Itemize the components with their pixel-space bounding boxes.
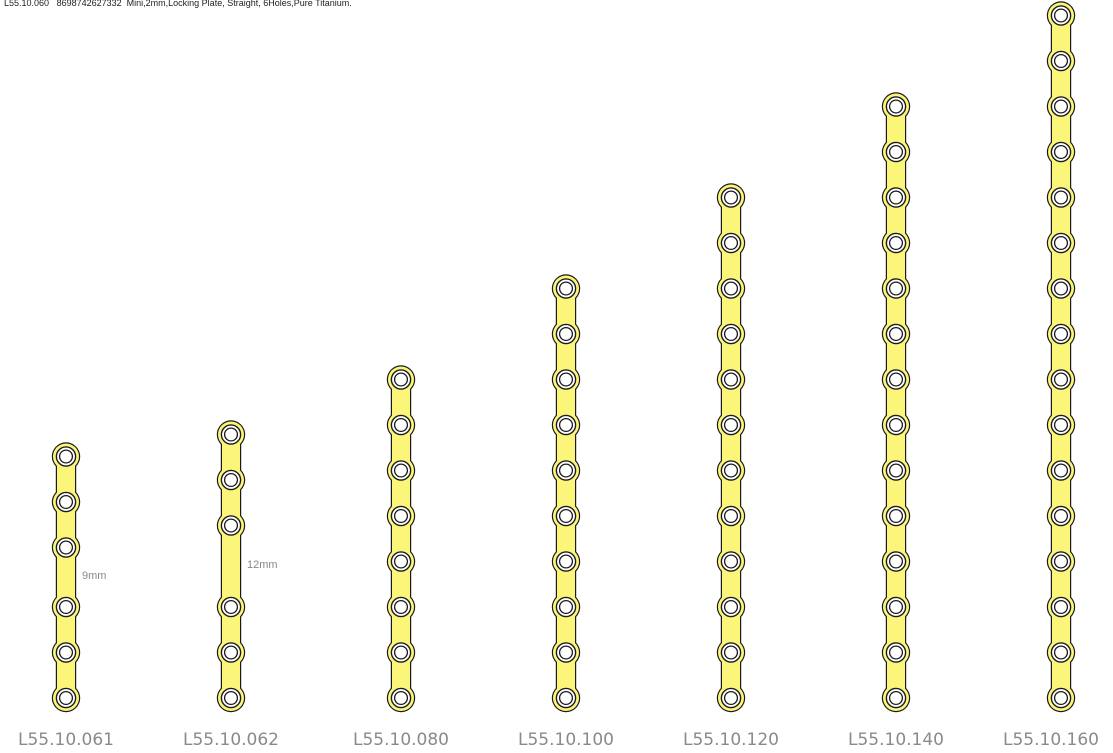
gap-dimension-label: 12mm — [247, 559, 278, 572]
screw-hole — [220, 515, 242, 536]
screw-hole — [720, 687, 742, 709]
screw-hole — [55, 687, 77, 709]
screw-hole — [885, 505, 907, 527]
screw-hole — [220, 469, 242, 491]
screw-hole — [885, 141, 907, 163]
screw-hole — [1050, 323, 1072, 345]
screw-hole — [220, 596, 242, 618]
header-barcode: 8698742627332 — [56, 0, 122, 8]
screw-hole — [555, 687, 577, 709]
header-line: L55.10.060 8698742627332 Mini,2mm,Lockin… — [4, 0, 352, 8]
screw-hole — [1050, 232, 1072, 254]
screw-hole — [720, 460, 742, 481]
screw-hole — [390, 460, 412, 481]
screw-hole — [555, 596, 577, 618]
screw-hole — [55, 596, 77, 618]
screw-hole — [390, 642, 412, 663]
screw-hole — [885, 551, 907, 572]
screw-hole — [720, 232, 742, 254]
screw-hole — [390, 369, 412, 390]
screw-hole — [885, 414, 907, 436]
screw-hole — [720, 369, 742, 390]
screw-hole — [555, 278, 577, 299]
screw-hole — [885, 460, 907, 481]
plate-code-label: L55.10.120 — [683, 730, 779, 750]
screw-hole — [220, 642, 242, 663]
plate-L55.10.062 — [216, 420, 246, 713]
screw-hole — [555, 323, 577, 345]
screw-hole — [220, 424, 242, 445]
screw-hole — [1050, 596, 1072, 618]
screw-hole — [390, 505, 412, 527]
screw-hole — [390, 596, 412, 618]
screw-hole — [390, 414, 412, 436]
screw-hole — [55, 491, 77, 513]
screw-hole — [1050, 50, 1072, 72]
screw-hole — [720, 187, 742, 208]
screw-hole — [1050, 187, 1072, 208]
screw-hole — [555, 460, 577, 481]
screw-hole — [1050, 5, 1072, 26]
screw-hole — [885, 642, 907, 663]
screw-hole — [1050, 551, 1072, 572]
plate-code-label: L55.10.061 — [18, 730, 114, 750]
screw-hole — [1050, 369, 1072, 390]
screw-hole — [220, 687, 242, 709]
screw-hole — [555, 505, 577, 527]
plate-L55.10.061 — [51, 442, 81, 713]
screw-hole — [885, 278, 907, 299]
screw-hole — [1050, 141, 1072, 163]
screw-hole — [720, 642, 742, 663]
screw-hole — [1050, 505, 1072, 527]
plate-code-label: L55.10.160 — [1003, 730, 1099, 750]
screw-hole — [1050, 460, 1072, 481]
plate-L55.10.140 — [881, 92, 911, 713]
plate-code-label: L55.10.100 — [518, 730, 614, 750]
screw-hole — [555, 369, 577, 390]
plate-code-label: L55.10.062 — [183, 730, 279, 750]
screw-hole — [390, 687, 412, 709]
screw-hole — [885, 232, 907, 254]
gap-dimension-label: 9mm — [82, 570, 107, 583]
screw-hole — [1050, 687, 1072, 709]
screw-hole — [55, 642, 77, 663]
plate-L55.10.120 — [716, 183, 746, 713]
plate-L55.10.100 — [551, 274, 581, 713]
screw-hole — [885, 96, 907, 117]
screw-hole — [885, 323, 907, 345]
screw-hole — [390, 551, 412, 572]
screw-hole — [720, 323, 742, 345]
screw-hole — [720, 505, 742, 527]
screw-hole — [1050, 414, 1072, 436]
plate-code-label: L55.10.080 — [353, 730, 449, 750]
screw-hole — [885, 369, 907, 390]
screw-hole — [885, 187, 907, 208]
header-code: L55.10.060 — [4, 0, 50, 8]
plate-L55.10.080 — [386, 365, 416, 713]
screw-hole — [885, 596, 907, 618]
screw-hole — [555, 551, 577, 572]
screw-hole — [555, 642, 577, 663]
screw-hole — [1050, 96, 1072, 117]
plate-L55.10.160 — [1046, 1, 1076, 713]
screw-hole — [885, 687, 907, 709]
screw-hole — [720, 278, 742, 299]
plate-code-label: L55.10.140 — [848, 730, 944, 750]
screw-hole — [720, 596, 742, 618]
screw-hole — [720, 414, 742, 436]
screw-hole — [720, 551, 742, 572]
screw-hole — [555, 414, 577, 436]
screw-hole — [55, 537, 77, 558]
screw-hole — [55, 446, 77, 467]
header-description: Mini,2mm,Locking Plate, Straight, 6Holes… — [126, 0, 352, 8]
screw-hole — [1050, 278, 1072, 299]
screw-hole — [1050, 642, 1072, 663]
